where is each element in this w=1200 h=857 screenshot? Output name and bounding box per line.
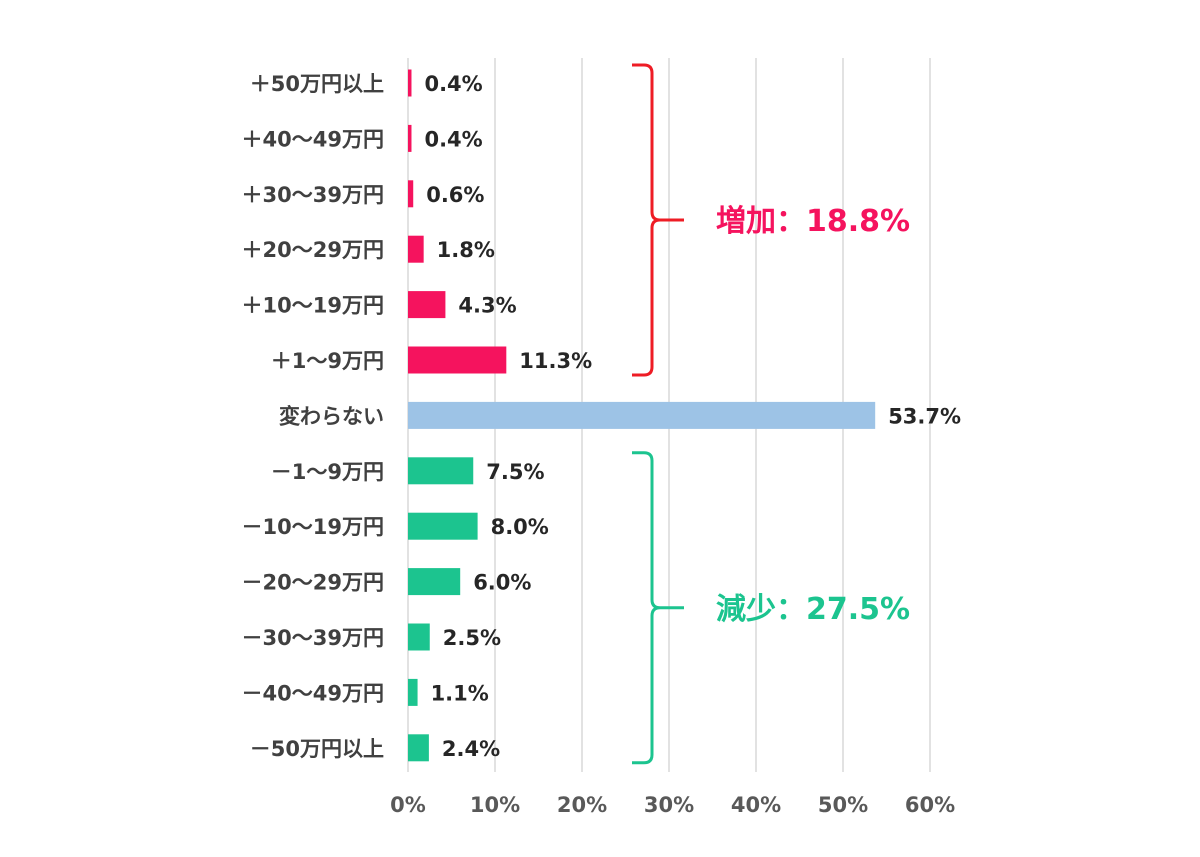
bar [408, 401, 876, 429]
category-label: ＋50万円以上 [250, 72, 384, 96]
value-label: 7.5% [486, 460, 544, 484]
x-tick-label: 60% [905, 793, 955, 817]
group-label: 増加：18.8% [716, 204, 910, 239]
x-tick-label: 10% [470, 793, 520, 817]
x-tick-label: 50% [818, 793, 868, 817]
value-label: 0.4% [424, 127, 482, 151]
category-label: ＋20～29万円 [242, 238, 384, 262]
bar [408, 623, 430, 651]
group-bracket [632, 451, 684, 765]
category-label: ＋30～39万円 [242, 183, 384, 207]
bar [408, 734, 429, 762]
value-label: 1.8% [437, 238, 495, 262]
value-label: 0.6% [426, 183, 484, 207]
value-label: 0.4% [424, 72, 482, 96]
bar [408, 180, 414, 208]
value-label: 4.3% [458, 294, 516, 318]
value-label: 53.7% [888, 404, 961, 428]
bar [408, 457, 474, 485]
bar [408, 568, 461, 596]
category-label: －20～29万円 [242, 571, 384, 595]
bar [408, 678, 418, 706]
category-label: －30～39万円 [242, 626, 384, 650]
x-tick-label: 0% [390, 793, 426, 817]
group-bracket [632, 63, 684, 377]
group-brackets: 増加：18.8% 減少：27.5% [632, 63, 910, 765]
bar [408, 291, 446, 319]
category-label: －10～19万円 [242, 515, 384, 539]
bar [408, 69, 412, 97]
x-tick-label: 30% [644, 793, 694, 817]
category-label: －40～49万円 [242, 681, 384, 705]
category-label: －50万円以上 [250, 737, 384, 761]
x-tick-label: 40% [731, 793, 781, 817]
bar [408, 512, 478, 540]
bar [408, 124, 412, 152]
labels: 0% 10% 20% 30% 40% 50% 60% ＋50万円以上 0.4% ＋40～49万円 0… [242, 72, 962, 817]
bar [408, 346, 507, 374]
value-label: 6.0% [473, 571, 531, 595]
value-label: 8.0% [491, 515, 549, 539]
category-label: ＋10～19万円 [242, 294, 384, 318]
value-label: 11.3% [519, 349, 592, 373]
value-label: 1.1% [431, 681, 489, 705]
value-label: 2.4% [442, 737, 500, 761]
group-label: 減少：27.5% [716, 592, 910, 627]
x-tick-label: 20% [557, 793, 607, 817]
bars [408, 69, 876, 762]
category-label: 変わらない [279, 404, 384, 428]
value-label: 2.5% [443, 626, 501, 650]
bar [408, 235, 424, 263]
category-label: ＋40～49万円 [242, 127, 384, 151]
category-label: －1～9万円 [271, 460, 384, 484]
category-label: ＋1～9万円 [271, 349, 384, 373]
